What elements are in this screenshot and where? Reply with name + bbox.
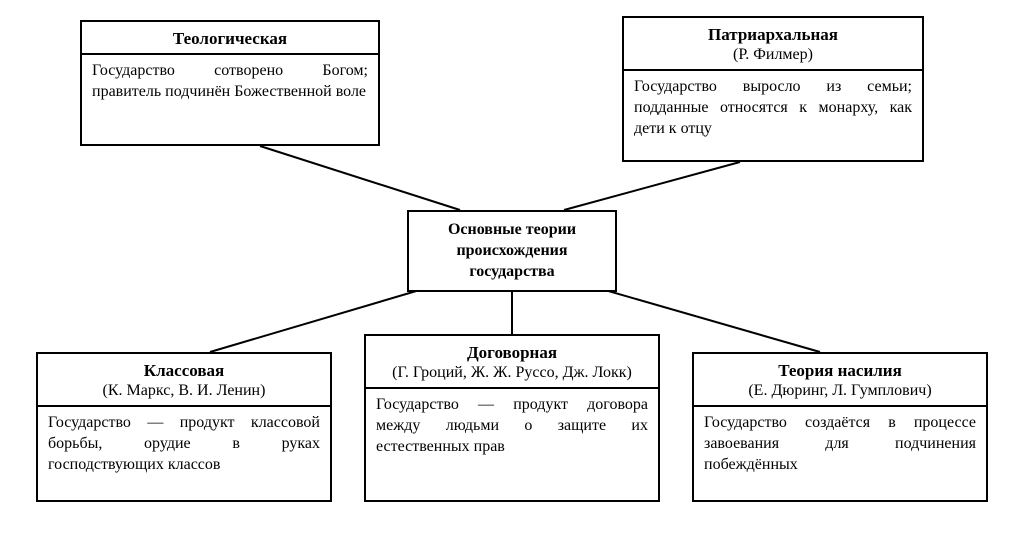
node-title: Договорная (374, 342, 650, 363)
node-title: Теория насилия (702, 360, 978, 381)
node-contract: Договорная (Г. Гроций, Ж. Ж. Руссо, Дж. … (364, 334, 660, 502)
node-theological: Теологическая Государство сотворено Бо­г… (80, 20, 380, 146)
center-label: Основные теории происхождения государств… (448, 221, 576, 280)
node-class: Классовая (К. Маркс, В. И. Ленин) Госуда… (36, 352, 332, 502)
node-subtitle: (Р. Филмер) (632, 45, 914, 65)
node-body: Государство — продукт до­говора между лю… (366, 389, 658, 463)
node-body: Государство — продукт клас­совой борьбы,… (38, 407, 330, 481)
node-body: Государство выросло из семьи; подданные … (624, 71, 922, 145)
node-header: Договорная (Г. Гроций, Ж. Ж. Руссо, Дж. … (366, 336, 658, 389)
node-subtitle: (К. Маркс, В. И. Ленин) (46, 381, 322, 401)
node-title: Патриархальная (632, 24, 914, 45)
node-header: Теологическая (82, 22, 378, 55)
node-body: Государство сотворено Бо­гом; правитель … (82, 55, 378, 109)
node-patriarchal: Патриархальная (Р. Филмер) Государство в… (622, 16, 924, 162)
node-subtitle: (Г. Гроций, Ж. Ж. Руссо, Дж. Локк) (374, 363, 650, 383)
node-header: Патриархальная (Р. Филмер) (624, 18, 922, 71)
node-header: Теория насилия (Е. Дюринг, Л. Гумплович) (694, 354, 986, 407)
center-node: Основные теории происхождения государств… (407, 210, 617, 292)
edge (260, 146, 460, 210)
diagram-canvas: Основные теории происхождения государств… (0, 0, 1024, 536)
node-body: Государство создаётся в про­цессе завоев… (694, 407, 986, 481)
node-title: Классовая (46, 360, 322, 381)
node-header: Классовая (К. Маркс, В. И. Ленин) (38, 354, 330, 407)
node-subtitle: (Е. Дюринг, Л. Гумплович) (702, 381, 978, 401)
edge (564, 162, 740, 210)
node-violence: Теория насилия (Е. Дюринг, Л. Гумплович)… (692, 352, 988, 502)
node-title: Теологическая (90, 28, 370, 49)
